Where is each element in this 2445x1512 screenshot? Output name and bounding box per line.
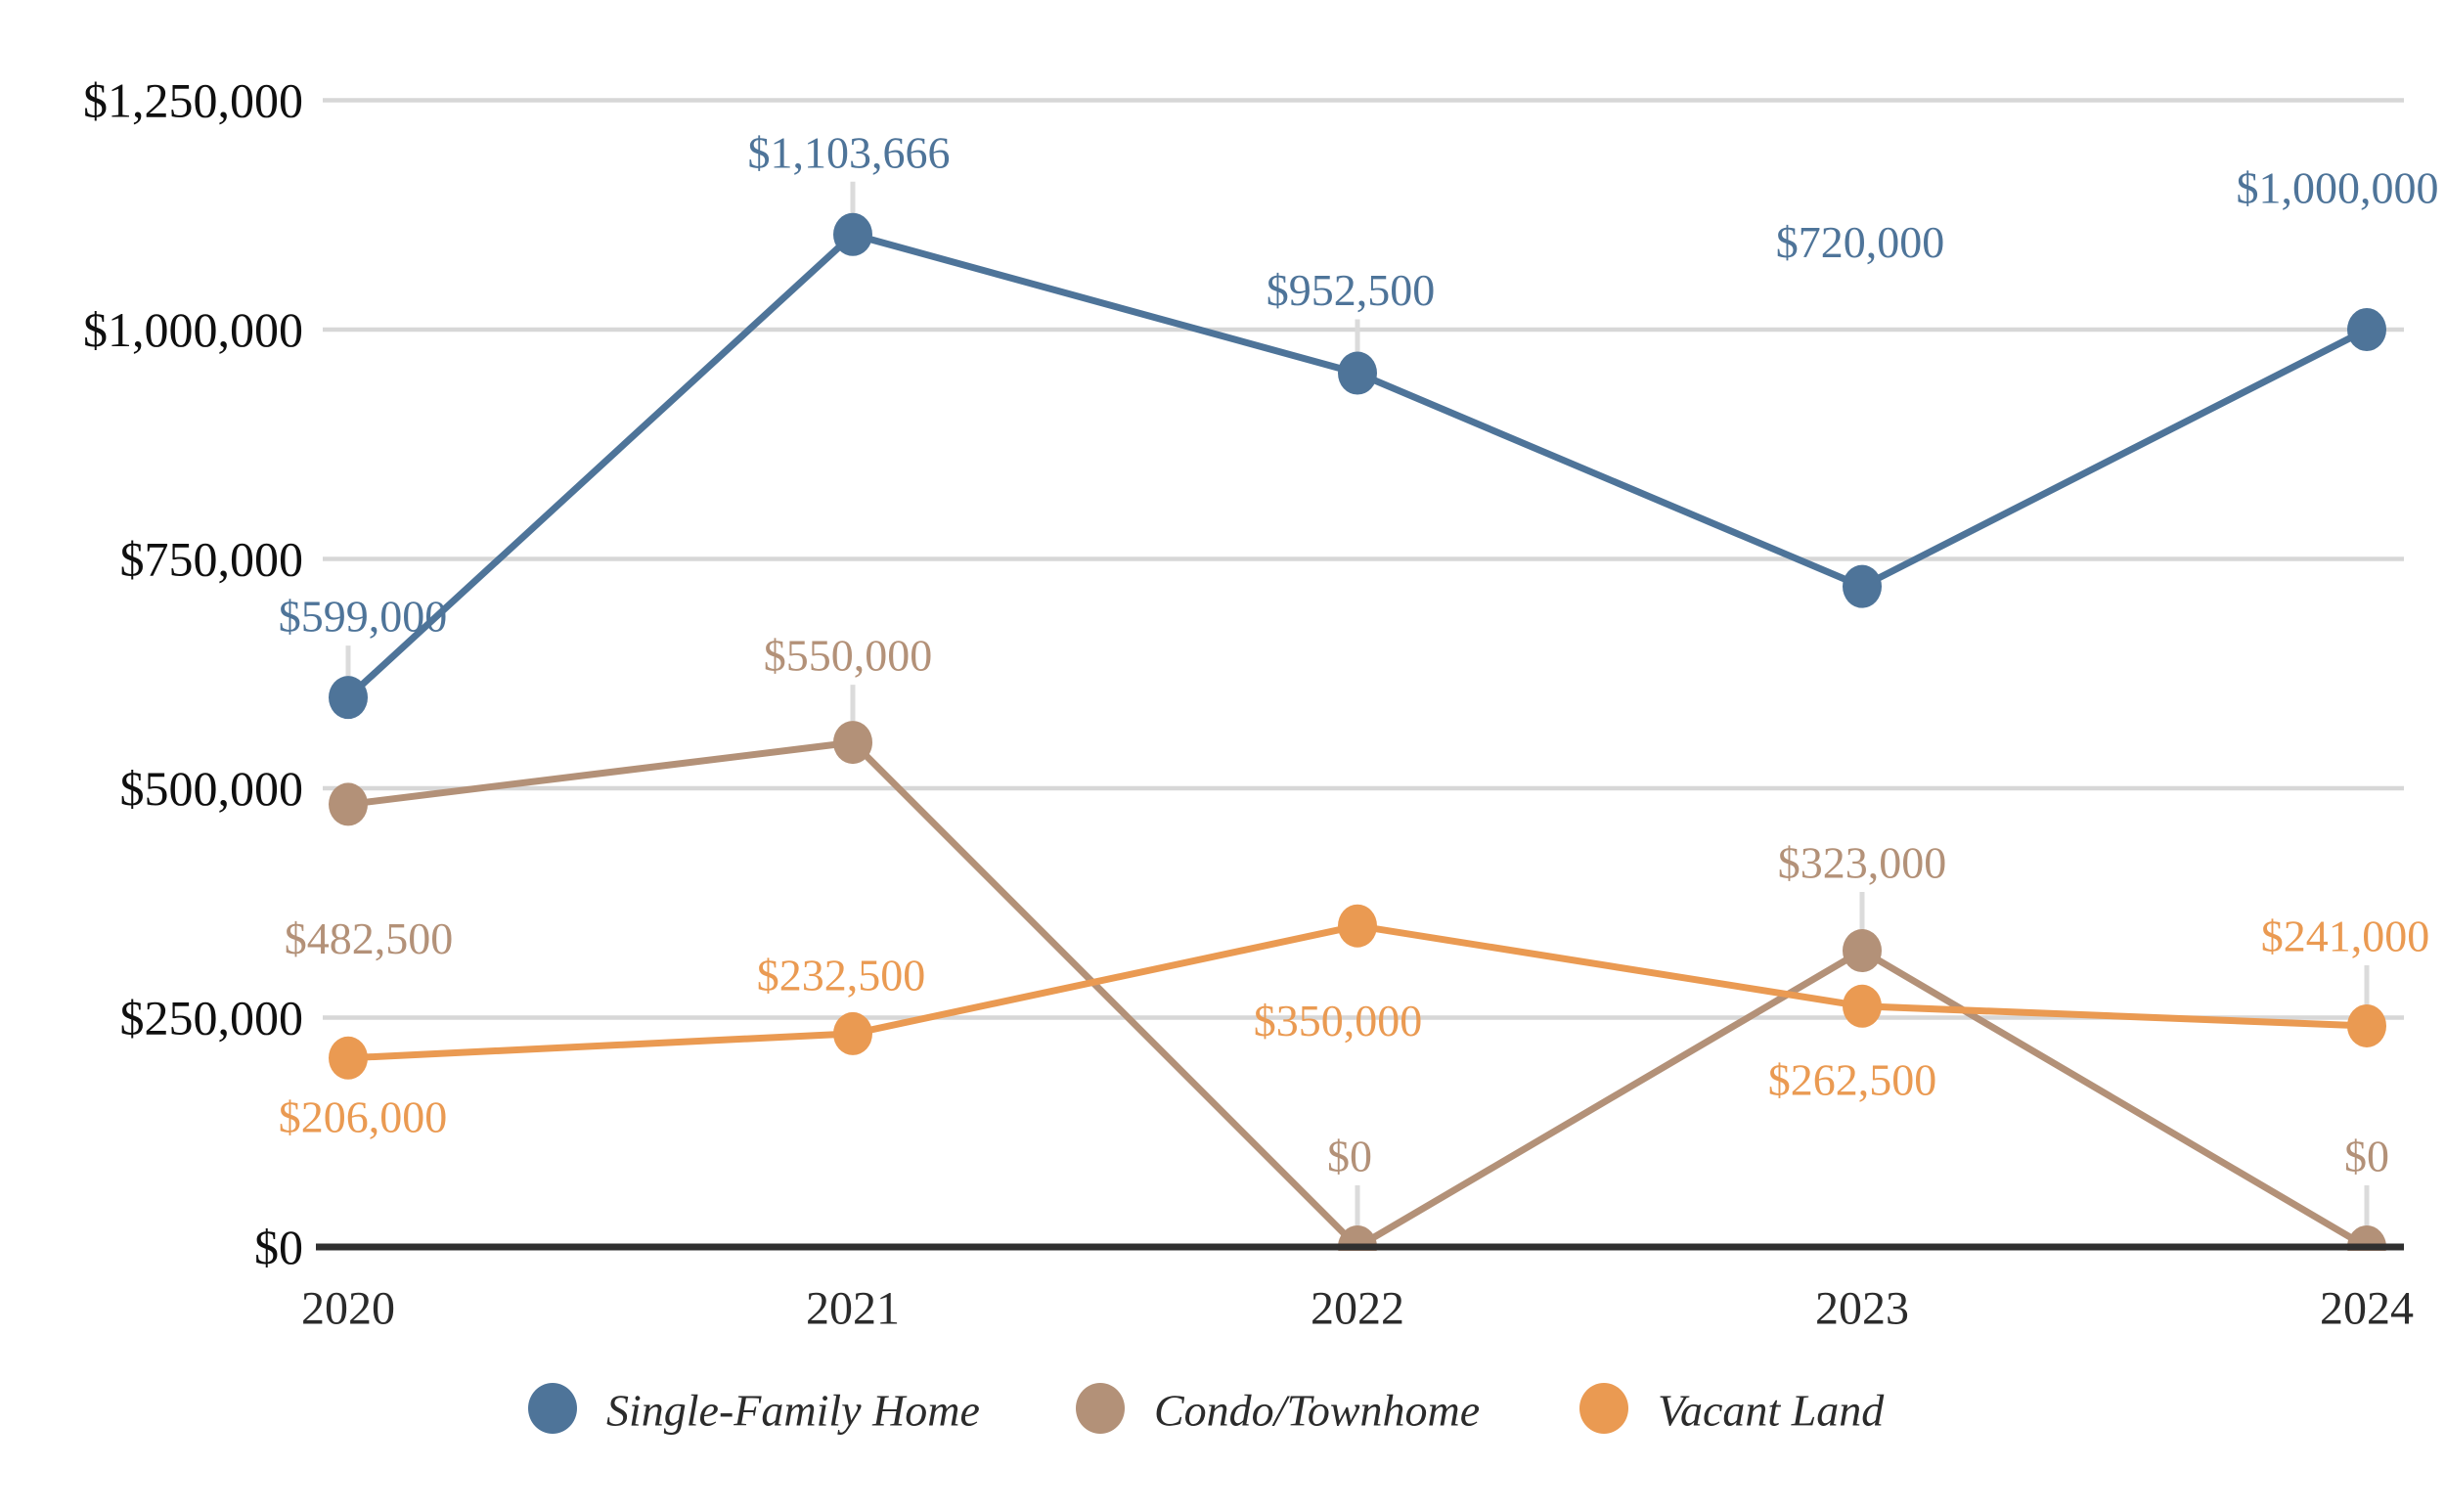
axis-mask (0, 1251, 2445, 1349)
data-point-single-family-home-2022 (1338, 351, 1377, 395)
x-tick-label-2022: 2022 (1311, 1283, 1404, 1335)
y-tick-label: $500,000 (120, 761, 304, 816)
data-point-vacant-land-2020 (329, 1036, 368, 1080)
data-label-condo-townhome-2023: $323,000 (1778, 838, 1947, 888)
x-tick-label-2024: 2024 (2320, 1283, 2414, 1335)
x-tick-label-2020: 2020 (301, 1283, 395, 1335)
x-tick-label-2023: 2023 (1815, 1283, 1909, 1335)
data-point-single-family-home-2021 (833, 212, 872, 256)
data-label-condo-townhome-2020: $482,500 (285, 913, 454, 963)
data-point-single-family-home-2024 (2347, 308, 2386, 351)
y-tick-label: $1,250,000 (83, 73, 303, 128)
legend-label-single-family-home: Single-Family Home (606, 1386, 980, 1436)
legend-label-vacant-land: Vacant Land (1658, 1386, 1885, 1436)
y-tick-label: $0 (254, 1220, 303, 1274)
legend-dot-vacant-land (1579, 1383, 1628, 1434)
data-point-vacant-land-2023 (1843, 984, 1882, 1028)
x-tick-label-2021: 2021 (806, 1283, 900, 1335)
data-point-condo-townhome-2020 (329, 782, 368, 826)
legend-dot-condo-townhome (1076, 1383, 1125, 1434)
data-label-condo-townhome-2021: $550,000 (764, 631, 933, 681)
legend-dot-single-family-home (528, 1383, 577, 1434)
data-label-condo-townhome-2024: $0 (2344, 1132, 2389, 1181)
data-label-vacant-land-2022: $350,000 (1254, 996, 1423, 1045)
data-label-single-family-home-2020: $599,000 (279, 592, 448, 642)
data-point-vacant-land-2024 (2347, 1003, 2386, 1047)
data-label-vacant-land-2020: $206,000 (279, 1091, 448, 1141)
data-label-condo-townhome-2022: $0 (1327, 1132, 1372, 1181)
data-label-single-family-home-2021: $1,103,666 (748, 127, 951, 177)
data-point-condo-townhome-2023 (1843, 929, 1882, 973)
data-point-vacant-land-2021 (833, 1011, 872, 1055)
data-point-single-family-home-2023 (1843, 564, 1882, 608)
data-label-single-family-home-2023: $720,000 (1776, 217, 1945, 267)
y-tick-label: $1,000,000 (83, 302, 303, 357)
data-point-vacant-land-2022 (1338, 904, 1377, 948)
data-label-vacant-land-2024: $241,000 (2261, 911, 2430, 960)
y-tick-label: $750,000 (120, 532, 304, 587)
legend-label-condo-townhome: Condo/Townhome (1154, 1386, 1480, 1436)
data-label-single-family-home-2024: $1,000,000 (2237, 163, 2439, 213)
data-label-vacant-land-2021: $232,500 (757, 950, 926, 1000)
data-label-vacant-land-2023: $262,500 (1768, 1054, 1937, 1104)
y-tick-label: $250,000 (120, 991, 304, 1045)
data-label-single-family-home-2022: $952,500 (1267, 265, 1436, 315)
data-point-single-family-home-2020 (329, 676, 368, 720)
data-point-condo-townhome-2021 (833, 721, 872, 765)
